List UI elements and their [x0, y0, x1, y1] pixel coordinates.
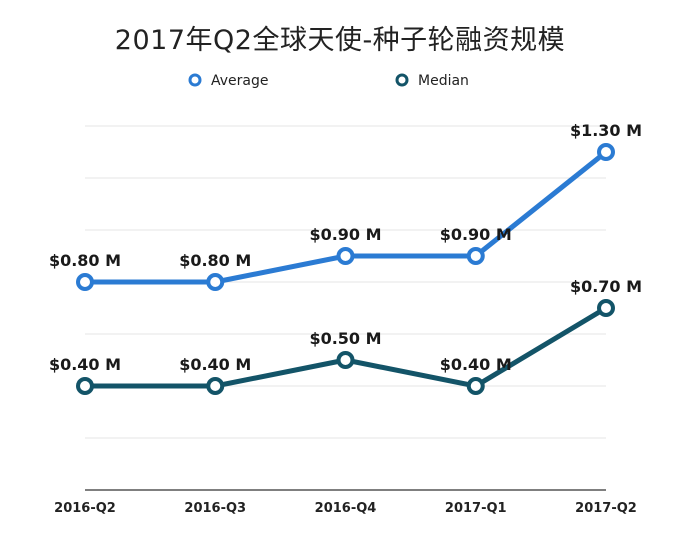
data-point: [597, 143, 615, 161]
legend-marker-median: [395, 73, 409, 87]
x-tick-label: 2016-Q2: [54, 501, 116, 516]
data-label: $0.40 M: [440, 355, 512, 374]
x-tick-label: 2017-Q1: [445, 501, 507, 516]
x-tick-label: 2017-Q2: [575, 501, 637, 516]
data-label: $0.90 M: [440, 225, 512, 244]
data-point: [336, 247, 355, 265]
data-label: $1.30 M: [570, 121, 642, 140]
legend-label-median: Median: [418, 73, 469, 89]
data-point: [336, 351, 355, 369]
data-point: [597, 299, 615, 317]
gridlines: [85, 125, 606, 491]
data-labels: $0.80 M $0.80 M $0.90 M $0.90 M $1.30 M $0.40…: [49, 121, 642, 374]
x-tick-label: 2016-Q3: [184, 501, 246, 516]
data-points: [76, 143, 615, 395]
x-tick-label: 2016-Q4: [315, 501, 377, 516]
data-point: [466, 247, 485, 265]
data-point: [76, 273, 94, 291]
chart-title: 2017年Q2全球天使-种子轮融资规模: [114, 25, 566, 56]
data-label: $0.70 M: [570, 277, 642, 296]
data-label: $0.40 M: [179, 355, 251, 374]
series-lines: [82, 149, 609, 389]
data-label: $0.80 M: [179, 251, 251, 270]
legend-label-average: Average: [211, 73, 269, 89]
data-point: [466, 377, 485, 395]
x-axis-ticks: 2016-Q2 2016-Q3 2016-Q4 2017-Q1 2017-Q2: [54, 501, 637, 516]
data-point: [206, 377, 225, 395]
data-label: $0.40 M: [49, 355, 121, 374]
legend-marker-average: [188, 73, 202, 87]
data-point: [206, 273, 225, 291]
legend: Average Median: [188, 73, 469, 89]
data-label: $0.90 M: [309, 225, 381, 244]
data-point: [76, 377, 94, 395]
data-label: $0.80 M: [49, 251, 121, 270]
data-label: $0.50 M: [309, 329, 381, 348]
